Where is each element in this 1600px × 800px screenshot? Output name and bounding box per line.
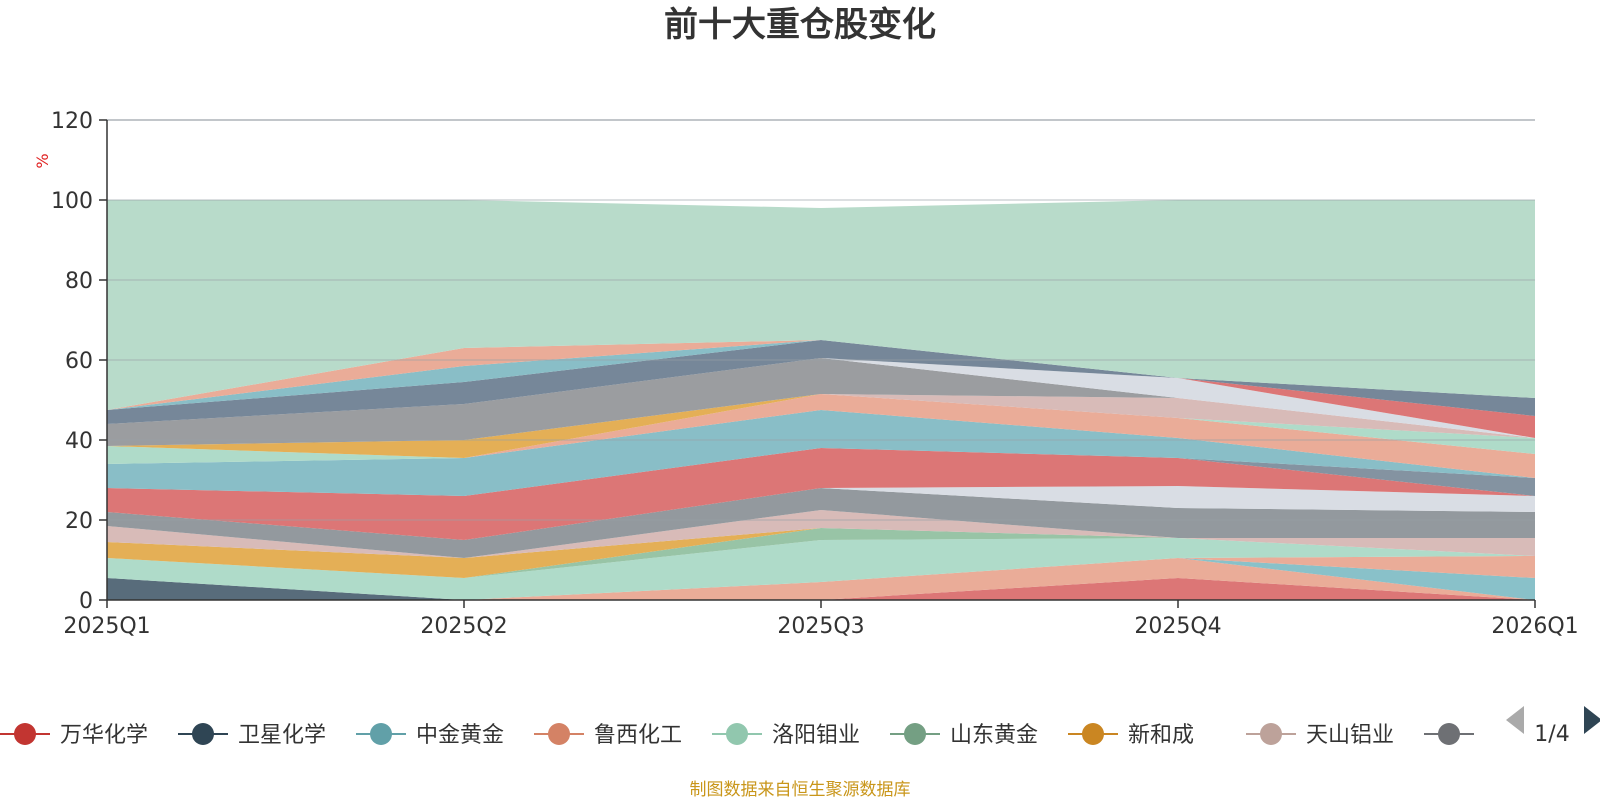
area-layer-14	[107, 410, 1535, 496]
legend-marker-icon	[904, 723, 926, 745]
area-layer-18	[107, 394, 1535, 446]
legend-marker-icon	[548, 723, 570, 745]
y-tick-label: 100	[51, 189, 93, 214]
area-layer-22	[107, 340, 1535, 424]
legend-item[interactable]: 卫星化学	[178, 723, 326, 748]
legend-item[interactable]: 新和成	[1068, 723, 1194, 748]
legend-item[interactable]: 洛阳钼业	[712, 723, 860, 748]
legend-label: 洛阳钼业	[772, 723, 860, 748]
legend-item[interactable]: 山东黄金	[890, 723, 1038, 748]
legend-page-indicator: 1/4	[1534, 722, 1569, 747]
legend: 万华化学 卫星化学 中金黄金 鲁西化工 洛阳钼业 山东黄金 新和成 天山铝业 赤峰黄金 1/4	[0, 706, 1600, 748]
area-layer-25	[107, 200, 1535, 410]
legend-item[interactable]: 鲁西化工	[534, 723, 682, 748]
legend-label: 山东黄金	[950, 723, 1038, 748]
area-layer-23	[107, 340, 1535, 410]
area-layer-15	[107, 394, 1535, 478]
x-tick-label: 2025Q1	[63, 614, 150, 639]
area-layer-19	[107, 358, 1535, 446]
area-layer-16	[107, 394, 1535, 464]
area-layer-24	[107, 340, 1535, 410]
axes: 0 20 40 60 80 100 120 2025Q1 2025Q2 2025Q3 2025Q4 2…	[51, 109, 1579, 639]
area-layer-11	[107, 486, 1535, 540]
legend-next-page-icon[interactable]	[1584, 706, 1600, 734]
x-tick-label: 2025Q3	[777, 614, 864, 639]
y-tick-label: 0	[79, 589, 93, 614]
area-layer-12	[107, 448, 1535, 540]
legend-label: 万华化学	[60, 723, 148, 748]
legend-marker-icon	[1082, 723, 1104, 745]
legend-marker-icon	[1260, 723, 1282, 745]
area-layer-1	[107, 578, 1535, 600]
area-layer-5	[107, 556, 1535, 600]
legend-item[interactable]: 万华化学	[0, 723, 148, 748]
legend-prev-page-icon[interactable]	[1506, 706, 1524, 734]
area-layer-6	[107, 538, 1535, 600]
area-layer-3	[107, 558, 1535, 600]
legend-label: 天山铝业	[1306, 723, 1394, 748]
y-axis-unit: %	[33, 153, 52, 168]
legend-marker-icon	[192, 723, 214, 745]
legend-item[interactable]: 中金黄金	[356, 723, 504, 748]
legend-label: 卫星化学	[238, 723, 326, 748]
area-layer-7	[107, 528, 1535, 578]
x-tick-label: 2026Q1	[1491, 614, 1578, 639]
legend-label: 鲁西化工	[594, 723, 682, 748]
area-layer-9	[107, 510, 1535, 558]
area-layer-10	[107, 488, 1535, 558]
legend-label: 中金黄金	[416, 723, 504, 748]
grid-lines	[107, 119, 1535, 521]
legend-label: 新和成	[1128, 723, 1194, 748]
legend-item[interactable]: 天山铝业	[1246, 723, 1394, 748]
y-tick-label: 20	[65, 509, 93, 534]
x-tick-label: 2025Q4	[1134, 614, 1221, 639]
area-layer-17	[107, 394, 1535, 458]
stacked-areas	[107, 200, 1535, 600]
area-layer-8	[107, 528, 1535, 578]
legend-marker-icon	[1438, 723, 1460, 745]
data-source-note: 制图数据来自恒生聚源数据库	[690, 780, 911, 800]
y-tick-label: 80	[65, 269, 93, 294]
legend-marker-icon	[370, 723, 392, 745]
area-layer-2	[107, 578, 1535, 600]
y-tick-label: 40	[65, 429, 93, 454]
x-tick-label: 2025Q2	[420, 614, 507, 639]
chart-title: 前十大重仓股变化	[664, 5, 936, 45]
y-tick-label: 120	[51, 109, 93, 134]
legend-marker-icon	[726, 723, 748, 745]
legend-marker-icon	[14, 723, 36, 745]
legend-item[interactable]: 赤峰黄金	[1424, 723, 1572, 748]
y-tick-label: 60	[65, 349, 93, 374]
